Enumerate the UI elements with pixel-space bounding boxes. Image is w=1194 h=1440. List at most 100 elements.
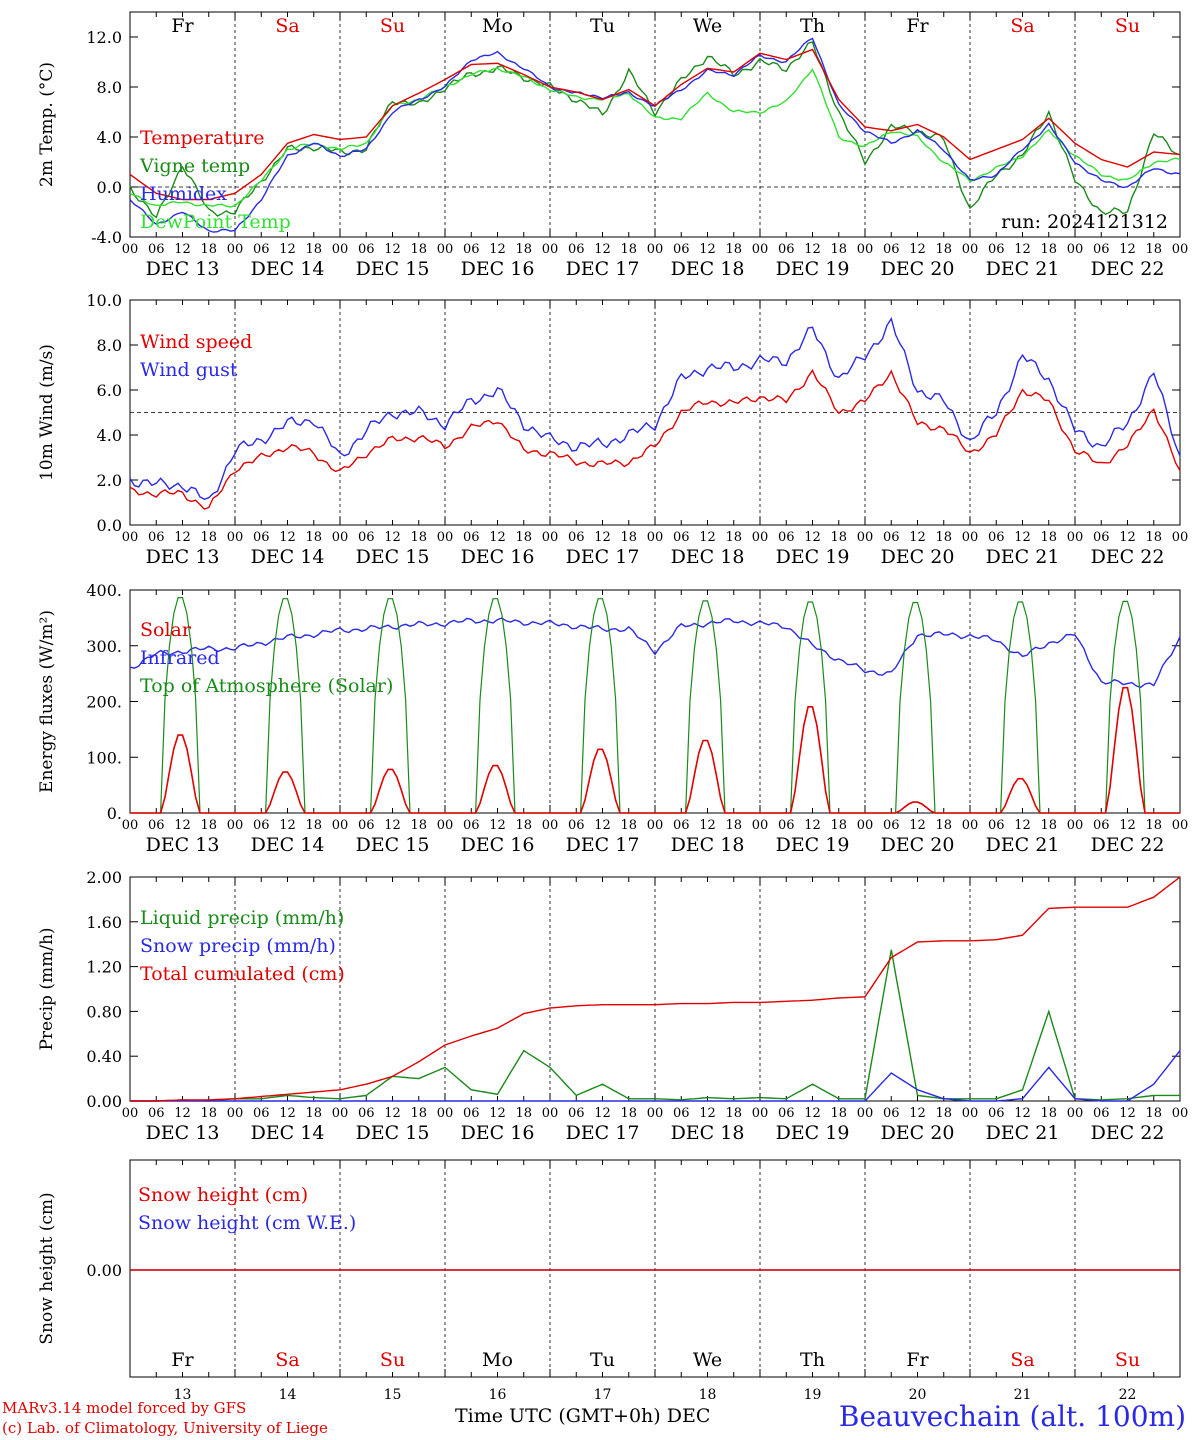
hour-tick-label: 00 — [122, 530, 139, 545]
hour-tick-label: 18 — [725, 242, 742, 257]
hour-tick-label: 12 — [909, 818, 926, 833]
date-label: DEC 19 — [776, 834, 850, 856]
date-label: DEC 14 — [251, 1122, 325, 1144]
hour-tick-label: 18 — [200, 1106, 217, 1121]
y-tick-label: 1.20 — [86, 958, 122, 977]
hour-tick-label: 18 — [1145, 818, 1162, 833]
hour-tick-label: 06 — [1093, 818, 1110, 833]
hour-tick-label: 00 — [962, 242, 979, 257]
hour-tick-label: 06 — [568, 1106, 585, 1121]
hour-tick-label: 12 — [489, 242, 506, 257]
hour-tick-label: 00 — [437, 818, 454, 833]
hour-tick-label: 18 — [725, 530, 742, 545]
date-label: DEC 20 — [881, 834, 955, 856]
date-label: DEC 16 — [461, 834, 535, 856]
legend-entry: Snow precip (mm/h) — [140, 935, 336, 957]
hour-tick-label: 18 — [830, 1106, 847, 1121]
hour-tick-label: 12 — [804, 530, 821, 545]
panel-frame — [129, 11, 1181, 238]
hour-tick-label: 18 — [305, 242, 322, 257]
hour-tick-label: 12 — [699, 530, 716, 545]
day-number-label: 13 — [174, 1387, 192, 1403]
hour-tick-label: 00 — [752, 530, 769, 545]
date-label: DEC 13 — [146, 258, 220, 280]
date-label: DEC 17 — [566, 258, 640, 280]
hour-tick-label: 00 — [227, 818, 244, 833]
hour-tick-label: 12 — [384, 818, 401, 833]
hour-tick-label: 18 — [1040, 530, 1057, 545]
y-tick-label: 1.60 — [86, 913, 122, 932]
y-tick-label: 300. — [86, 637, 122, 656]
hour-tick-label: 06 — [253, 1106, 270, 1121]
hour-tick-label: 18 — [1040, 242, 1057, 257]
hour-tick-label: 18 — [725, 1106, 742, 1121]
hour-tick-label: 00 — [437, 530, 454, 545]
hour-tick-label: 06 — [673, 1106, 690, 1121]
date-label: DEC 14 — [251, 834, 325, 856]
date-label: DEC 16 — [461, 258, 535, 280]
hour-tick-label: 12 — [489, 818, 506, 833]
hour-tick-label: 18 — [410, 818, 427, 833]
hour-tick-label: 00 — [647, 1106, 664, 1121]
hour-tick-label: 00 — [1067, 530, 1084, 545]
hour-tick-label: 06 — [148, 242, 165, 257]
hour-tick-label: 06 — [148, 530, 165, 545]
date-label: DEC 18 — [671, 258, 745, 280]
hour-tick-label: 06 — [883, 1106, 900, 1121]
hour-tick-label: 12 — [699, 1106, 716, 1121]
hour-tick-label: 18 — [725, 818, 742, 833]
legend-entry: Wind speed — [140, 331, 252, 353]
hour-tick-label: 18 — [305, 1106, 322, 1121]
series-line-dewpoint-temp — [129, 67, 1181, 208]
date-label: DEC 19 — [776, 258, 850, 280]
hour-tick-label: 18 — [515, 1106, 532, 1121]
hour-tick-label: 18 — [200, 818, 217, 833]
hour-tick-label: 18 — [515, 242, 532, 257]
hour-tick-label: 18 — [1040, 818, 1057, 833]
day-name-bottom: Tu — [590, 1349, 615, 1371]
hour-tick-label: 00 — [542, 242, 559, 257]
y-axis-label: Precip (mm/h) — [37, 927, 57, 1050]
hour-tick-label: 12 — [384, 530, 401, 545]
hour-tick-label: 18 — [410, 242, 427, 257]
hour-tick-label: 12 — [384, 242, 401, 257]
day-number-label: 15 — [384, 1387, 402, 1403]
y-tick-label: 0.00 — [86, 1092, 122, 1111]
hour-tick-label: 00 — [962, 530, 979, 545]
y-tick-label: 0.00 — [86, 1261, 122, 1280]
hour-tick-label: 00 — [752, 818, 769, 833]
date-label: DEC 13 — [146, 834, 220, 856]
legend-entry: Humidex — [140, 183, 227, 205]
hour-tick-label: 00 — [1172, 530, 1189, 545]
date-label: DEC 21 — [986, 258, 1060, 280]
hour-tick-label: 18 — [935, 530, 952, 545]
hour-tick-label: 18 — [935, 242, 952, 257]
hour-tick-label: 06 — [883, 530, 900, 545]
day-number-label: 18 — [699, 1387, 717, 1403]
hour-tick-label: 12 — [1014, 242, 1031, 257]
hour-tick-label: 12 — [1119, 242, 1136, 257]
hour-tick-label: 12 — [594, 1106, 611, 1121]
date-label: DEC 22 — [1091, 1122, 1165, 1144]
hour-tick-label: 06 — [883, 818, 900, 833]
hour-tick-label: 06 — [988, 530, 1005, 545]
hour-tick-label: 18 — [515, 818, 532, 833]
day-number-label: 17 — [594, 1387, 612, 1403]
hour-tick-label: 00 — [1067, 242, 1084, 257]
date-label: DEC 19 — [776, 546, 850, 568]
hour-tick-label: 18 — [1145, 242, 1162, 257]
hour-tick-label: 12 — [489, 1106, 506, 1121]
date-label: DEC 18 — [671, 1122, 745, 1144]
y-tick-label: 8.0 — [97, 78, 122, 97]
day-name-bottom: Sa — [275, 1349, 299, 1371]
hour-tick-label: 18 — [515, 530, 532, 545]
hour-tick-label: 00 — [122, 1106, 139, 1121]
hour-tick-label: 00 — [542, 530, 559, 545]
y-axis-label: 10m Wind (m/s) — [37, 344, 57, 481]
hour-tick-label: 18 — [305, 818, 322, 833]
date-label: DEC 22 — [1091, 834, 1165, 856]
date-label: DEC 13 — [146, 1122, 220, 1144]
hour-tick-label: 06 — [358, 1106, 375, 1121]
hour-tick-label: 06 — [988, 1106, 1005, 1121]
